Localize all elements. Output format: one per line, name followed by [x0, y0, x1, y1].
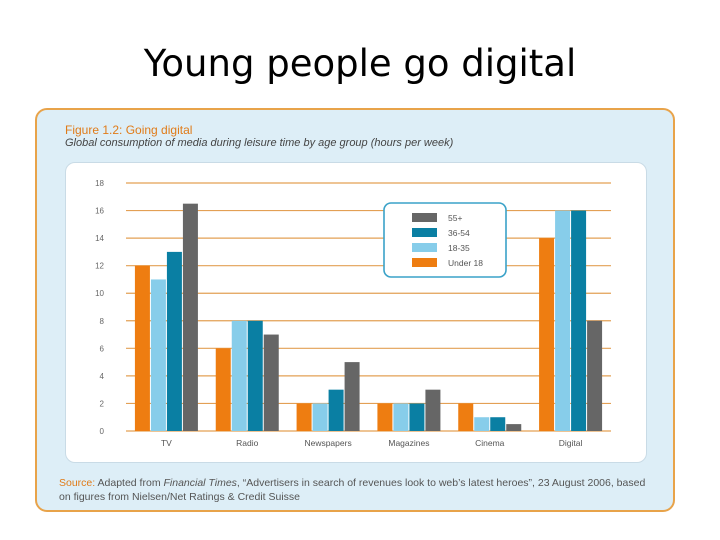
source-note: Source: Adapted from Financial Times, “A…: [59, 476, 659, 504]
bar: [247, 320, 263, 431]
y-tick-label: 18: [95, 179, 104, 188]
bar: [215, 348, 231, 431]
legend-swatch: [412, 243, 437, 252]
bar: [539, 238, 555, 431]
y-tick-label: 14: [95, 234, 104, 243]
legend-swatch: [412, 258, 437, 267]
legend-label: 18-35: [448, 243, 470, 253]
x-tick-label: Cinema: [475, 438, 505, 448]
legend-label: Under 18: [448, 258, 483, 268]
source-label: Source:: [59, 477, 96, 489]
x-tick-label: Radio: [236, 438, 258, 448]
source-text-before: Adapted from: [95, 477, 164, 489]
y-tick-label: 8: [100, 317, 105, 326]
bar-chart: 0 2 4 6 8 10 12 14 16 18 TV Radio Newspapers Magazine…: [95, 179, 611, 448]
bar: [506, 424, 522, 431]
source-publication: Financial Times: [163, 477, 237, 489]
y-tick-label: 4: [100, 372, 105, 381]
legend-label: 36-54: [448, 228, 470, 238]
source-text-after: , “Advertisers in search of revenues loo…: [59, 477, 646, 503]
y-tick-label: 0: [100, 427, 105, 436]
bar: [134, 265, 150, 431]
x-tick-label: Magazines: [388, 438, 429, 448]
bar: [328, 389, 344, 431]
bar: [409, 403, 425, 431]
bar: [344, 362, 360, 431]
legend-label: 55+: [448, 213, 462, 223]
chart-panel: 0 2 4 6 8 10 12 14 16 18 TV Radio Newspapers Magazine…: [65, 162, 647, 463]
legend-swatch: [412, 228, 437, 237]
bar: [166, 251, 182, 431]
bar: [182, 203, 198, 431]
y-tick-label: 10: [95, 289, 104, 298]
bar: [263, 334, 279, 431]
x-tick-label: Newspapers: [304, 438, 351, 448]
bar: [490, 417, 506, 431]
bar: [571, 210, 587, 431]
bar: [231, 320, 247, 431]
bar: [425, 389, 441, 431]
figure-title: Figure 1.2: Going digital: [65, 123, 193, 137]
figure-subtitle: Global consumption of media during leisu…: [65, 137, 454, 149]
bar: [555, 210, 571, 431]
bar: [296, 403, 312, 431]
bar: [474, 417, 490, 431]
y-tick-label: 6: [100, 344, 105, 353]
y-tick-label: 2: [100, 399, 105, 408]
y-tick-label: 16: [95, 207, 104, 216]
slide-title: Young people go digital: [143, 42, 577, 85]
x-tick-label: Digital: [559, 438, 583, 448]
bar: [458, 403, 474, 431]
bar: [393, 403, 409, 431]
legend-box: [383, 202, 507, 278]
y-tick-label: 12: [95, 262, 104, 271]
figure-frame: Figure 1.2: Going digital Global consump…: [35, 108, 675, 512]
x-tick-label: TV: [161, 438, 172, 448]
legend-swatch: [412, 213, 437, 222]
bar: [377, 403, 393, 431]
bar: [150, 279, 166, 431]
bar: [312, 403, 328, 431]
bar: [587, 320, 603, 431]
